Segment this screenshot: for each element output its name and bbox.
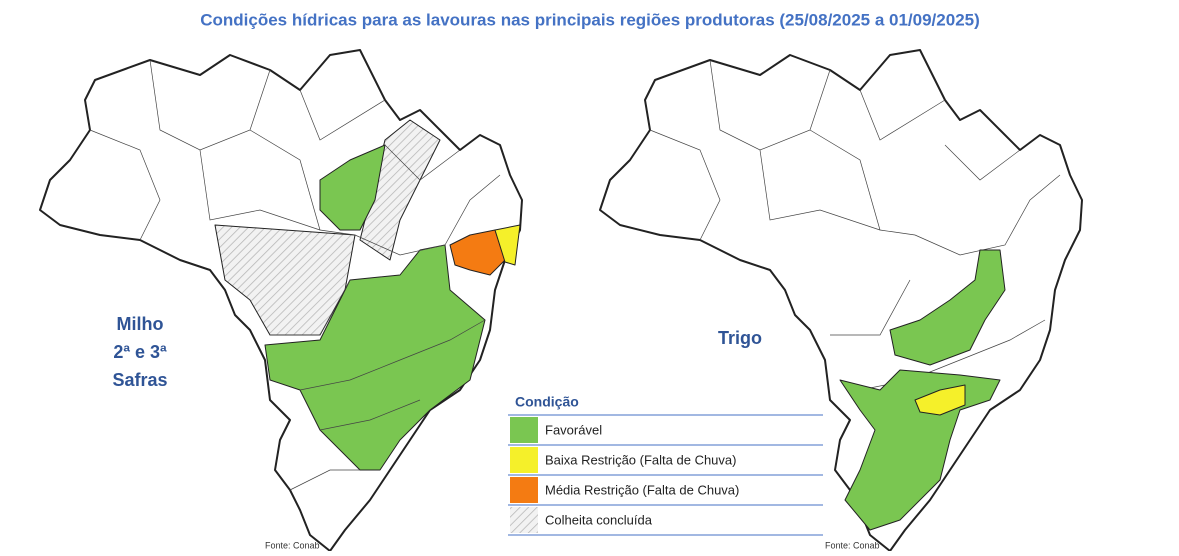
legend-box [508, 390, 823, 532]
legend-title: Condição [515, 394, 579, 410]
legend-swatch [510, 507, 538, 533]
source: Fonte: Conab [265, 540, 320, 550]
map-label: Milho [117, 314, 164, 334]
map-label: 2ª e 3ª [113, 342, 167, 362]
map-trigo: Trigo Fonte: Conab [599, 49, 1083, 552]
legend: Condição Favorável Baixa Restrição (Falta… [508, 390, 823, 536]
map-milho: Milho 2ª e 3ª Safras Fonte: Conab [39, 49, 523, 552]
map-label: Safras [112, 370, 167, 390]
legend-swatch [510, 447, 538, 473]
legend-label: Média Restrição (Falta de Chuva) [545, 482, 739, 497]
legend-swatch [510, 477, 538, 503]
legend-label: Favorável [545, 422, 602, 437]
map-label: Trigo [718, 328, 762, 348]
legend-label: Baixa Restrição (Falta de Chuva) [545, 452, 736, 467]
source: Fonte: Conab [825, 540, 880, 550]
legend-swatch [510, 417, 538, 443]
legend-label: Colheita concluída [545, 512, 653, 527]
page-title: Condições hídricas para as lavouras nas … [200, 10, 980, 29]
